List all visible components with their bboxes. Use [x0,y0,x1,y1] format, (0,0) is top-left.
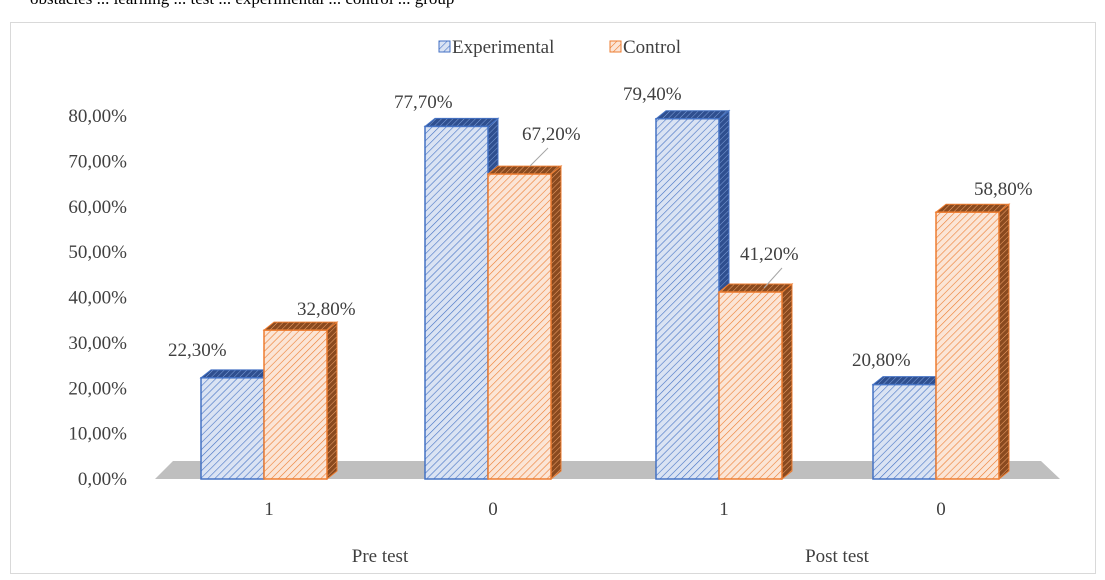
x-tick-label: 0 [936,499,946,520]
y-tick-label: 20,00% [68,378,127,399]
y-tick-label: 80,00% [68,106,127,127]
cropped-header-line: obstacles ... learning ... test ... expe… [30,0,454,8]
bar-experimental [871,375,948,481]
bar-side-face [326,321,338,481]
x-group-label: Pre test [352,546,409,567]
chart-frame [10,22,1096,574]
data-label-experimental: 79,40% [623,84,682,105]
y-tick-label: 40,00% [68,288,127,309]
bar-front-face [424,125,489,480]
bar-control [262,321,339,481]
data-label-control: 41,20% [740,244,799,265]
bar-top-face [934,203,1011,213]
bar-top-face [871,376,948,386]
bars: 22,30% 32,80% 77,70% 67,20% 79,40% 41,20% 20,8… [168,84,1033,481]
legend-label-control: Control [623,37,681,58]
bar-front-face [935,211,1000,480]
bar-side-face [550,165,562,481]
bar-control [934,203,1011,481]
y-tick-label: 0,00% [78,469,127,490]
x-tick-label: 0 [488,499,498,520]
bar-top-face [486,165,563,175]
cropped-header-text: obstacles ... learning ... test ... expe… [0,0,1105,12]
bar-front-face [718,291,783,480]
bar-control [486,165,563,481]
y-tick-label: 30,00% [68,333,127,354]
bar-top-face [423,117,500,127]
bar-experimental [423,117,500,481]
bar-side-face [998,203,1010,481]
y-tick-label: 60,00% [68,197,127,218]
data-label-experimental: 22,30% [168,340,227,361]
data-label-leader-line [763,267,783,289]
bar-experimental [199,368,276,481]
bar-top-face [654,110,731,120]
bar-top-face [262,321,339,331]
x-axis: 1 0 1 0 Pre test Post test [264,499,946,567]
bar-top-face [199,369,276,379]
legend-swatch-experimental [438,40,451,53]
y-tick-label: 10,00% [68,424,127,445]
bar-front-face [655,117,720,480]
y-tick-label: 50,00% [68,242,127,263]
legend-item-experimental: Experimental [438,37,554,58]
bar-front-face [487,173,552,480]
chart-floor [155,461,1060,479]
legend: Experimental Control [438,37,681,58]
data-label-leader-line [529,147,549,167]
bar-top-face [717,283,794,293]
bar-experimental [654,109,731,481]
data-label-experimental: 20,80% [852,350,911,371]
x-tick-label: 1 [264,499,274,520]
data-label-experimental: 77,70% [394,92,453,113]
bar-front-face [263,329,328,480]
y-tick-label: 70,00% [68,151,127,172]
legend-label-experimental: Experimental [452,37,554,58]
legend-item-control: Control [609,37,681,58]
bar-control [717,283,794,481]
data-label-control: 67,20% [522,124,581,145]
bar-front-face [200,377,265,480]
y-axis: 0,00% 10,00% 20,00% 30,00% 40,00% 50,00% 60,00… [68,106,127,490]
bar-front-face [872,383,937,480]
x-group-label: Post test [805,546,870,567]
data-label-control: 58,80% [974,179,1033,200]
data-label-control: 32,80% [297,299,356,320]
legend-swatch-control [609,40,622,53]
bar-side-face [781,283,793,481]
x-tick-label: 1 [719,499,729,520]
